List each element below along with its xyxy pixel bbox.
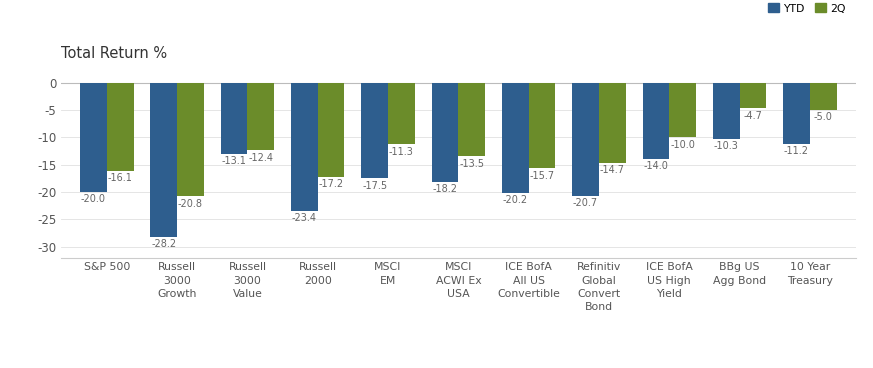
Bar bbox=[291, 83, 318, 210]
Text: Total Return %: Total Return % bbox=[61, 46, 168, 61]
Bar bbox=[739, 83, 766, 108]
Bar bbox=[783, 83, 810, 144]
Text: -18.2: -18.2 bbox=[432, 184, 457, 194]
Bar bbox=[458, 83, 485, 156]
Text: -11.3: -11.3 bbox=[389, 146, 414, 157]
Bar bbox=[150, 83, 177, 237]
Bar bbox=[431, 83, 458, 182]
Text: -14.7: -14.7 bbox=[600, 165, 625, 175]
Bar bbox=[810, 83, 836, 110]
Text: -5.0: -5.0 bbox=[814, 112, 833, 122]
Text: -14.0: -14.0 bbox=[643, 162, 669, 171]
Bar bbox=[643, 83, 670, 159]
Text: -20.7: -20.7 bbox=[573, 198, 598, 208]
Text: -20.2: -20.2 bbox=[503, 195, 528, 205]
Text: -20.0: -20.0 bbox=[81, 194, 106, 204]
Text: -10.0: -10.0 bbox=[670, 139, 695, 149]
Text: -28.2: -28.2 bbox=[151, 239, 176, 249]
Text: -15.7: -15.7 bbox=[529, 171, 554, 181]
Text: -17.2: -17.2 bbox=[319, 179, 344, 189]
Bar bbox=[599, 83, 626, 163]
Text: -17.5: -17.5 bbox=[362, 181, 388, 191]
Text: -16.1: -16.1 bbox=[107, 173, 133, 183]
Bar bbox=[361, 83, 388, 178]
Text: -12.4: -12.4 bbox=[248, 153, 273, 163]
Bar bbox=[572, 83, 599, 196]
Bar bbox=[529, 83, 555, 169]
Text: -13.1: -13.1 bbox=[222, 156, 246, 166]
Bar bbox=[388, 83, 415, 144]
Bar bbox=[318, 83, 345, 177]
Bar bbox=[713, 83, 739, 139]
Bar bbox=[80, 83, 107, 192]
Legend: YTD, 2Q: YTD, 2Q bbox=[763, 0, 850, 18]
Bar bbox=[107, 83, 134, 171]
Bar bbox=[221, 83, 247, 154]
Bar bbox=[177, 83, 203, 197]
Text: -20.8: -20.8 bbox=[178, 199, 203, 209]
Bar bbox=[670, 83, 696, 137]
Bar bbox=[502, 83, 529, 193]
Text: -23.4: -23.4 bbox=[292, 213, 317, 223]
Text: -10.3: -10.3 bbox=[714, 141, 739, 151]
Text: -11.2: -11.2 bbox=[784, 146, 809, 156]
Text: -13.5: -13.5 bbox=[459, 159, 485, 169]
Bar bbox=[247, 83, 274, 151]
Text: -4.7: -4.7 bbox=[744, 110, 762, 121]
